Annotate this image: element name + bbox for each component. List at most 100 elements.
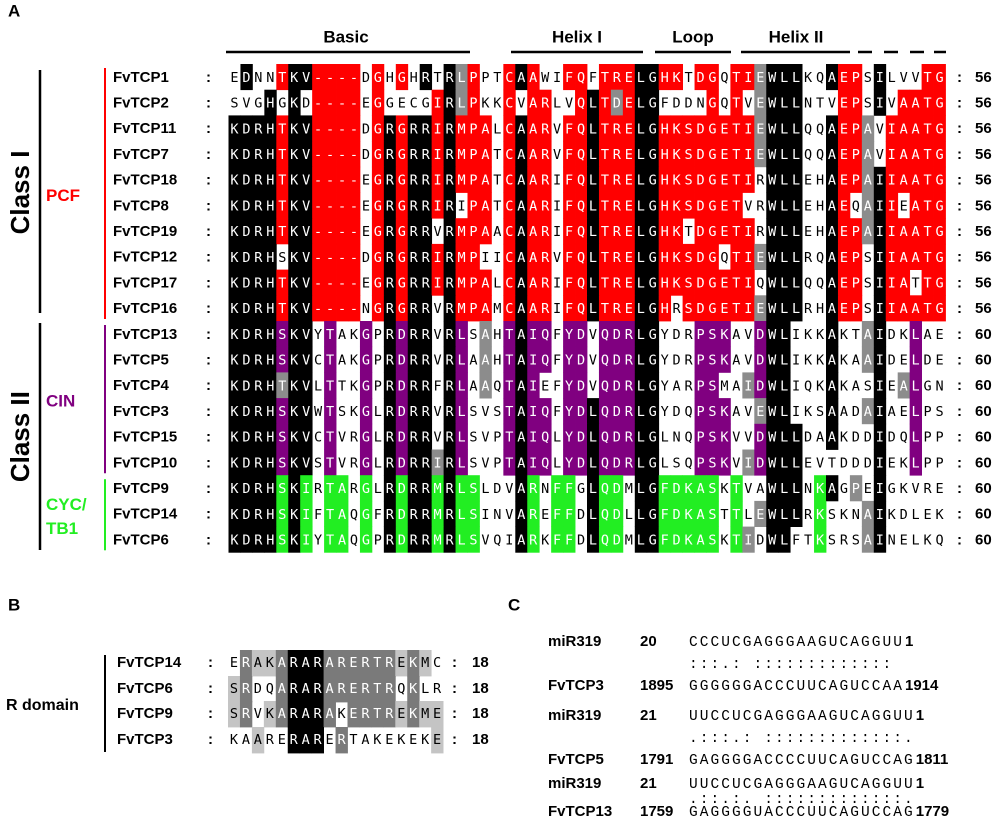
conservation-shade xyxy=(706,141,719,168)
conservation-shade xyxy=(299,650,313,677)
conservation-shade xyxy=(395,166,409,193)
conservation-shade xyxy=(610,141,624,168)
conservation-shade xyxy=(264,321,277,348)
conservation-shade xyxy=(778,423,791,450)
conservation-shade xyxy=(324,89,337,116)
conservation-shade xyxy=(407,475,421,502)
conservation-shade xyxy=(790,141,803,168)
conservation-shade xyxy=(515,423,528,450)
separator: : xyxy=(957,454,962,471)
conservation-shade xyxy=(730,269,743,296)
conservation-shade xyxy=(252,475,265,502)
conservation-shade xyxy=(455,372,468,399)
conservation-shade xyxy=(539,192,552,219)
conservation-shade xyxy=(299,701,313,728)
conservation-shade xyxy=(587,398,600,425)
conservation-shade xyxy=(275,676,289,703)
conservation-shade xyxy=(407,676,420,703)
conservation-shade xyxy=(658,192,672,219)
conservation-shade xyxy=(240,166,253,193)
conservation-shade xyxy=(324,64,337,91)
conservation-shade xyxy=(849,166,863,193)
conservation-shade xyxy=(383,115,397,142)
conservation-shade xyxy=(778,269,791,296)
conservation-shade xyxy=(455,449,468,476)
conservation-shade xyxy=(646,218,660,245)
conservation-shade xyxy=(347,650,360,677)
conservation-shade xyxy=(288,218,301,245)
conservation-shade xyxy=(467,269,480,296)
conservation-shade xyxy=(300,500,313,527)
conservation-shade xyxy=(694,475,707,502)
conservation-shade xyxy=(431,475,444,502)
conservation-shade xyxy=(240,218,253,245)
conservation-shade xyxy=(921,269,934,296)
conservation-shade xyxy=(383,192,397,219)
conservation-shade xyxy=(826,346,839,373)
conservation-shade xyxy=(634,423,648,450)
conservation-shade xyxy=(371,64,385,91)
conservation-shade xyxy=(300,372,313,399)
conservation-shade xyxy=(419,475,433,502)
sequence-name: FvTCP11 xyxy=(113,120,176,137)
conservation-shade xyxy=(407,141,421,168)
conservation-shade xyxy=(515,500,528,527)
conservation-shade xyxy=(288,295,301,322)
conservation-shade xyxy=(563,269,576,296)
conservation-shade xyxy=(885,115,899,142)
separator: : xyxy=(206,120,211,137)
conservation-shade xyxy=(790,166,803,193)
conservation-shade xyxy=(239,676,253,703)
conservation-shade xyxy=(682,166,695,193)
conservation-shade xyxy=(694,166,707,193)
conservation-shade xyxy=(706,475,719,502)
conservation-shade xyxy=(347,701,360,728)
conservation-shade xyxy=(383,398,397,425)
separator: : xyxy=(206,95,211,112)
pairing: .::.:. :::::::::::::. xyxy=(689,792,913,808)
conservation-shade xyxy=(873,269,887,296)
conservation-shade xyxy=(359,372,373,399)
conservation-shade xyxy=(455,269,468,296)
conservation-shade xyxy=(324,269,337,296)
conservation-shade xyxy=(778,141,791,168)
conservation-shade xyxy=(539,423,552,450)
conservation-shade xyxy=(563,321,576,348)
conservation-shade xyxy=(730,89,743,116)
conservation-shade xyxy=(634,192,648,219)
conservation-shade xyxy=(873,321,887,348)
conservation-shade xyxy=(407,243,421,270)
conservation-shade xyxy=(610,115,624,142)
conservation-shade xyxy=(503,166,516,193)
conservation-shade xyxy=(395,192,409,219)
conservation-shade xyxy=(312,192,325,219)
conservation-shade xyxy=(718,398,731,425)
conservation-shade xyxy=(347,676,360,703)
conservation-shade xyxy=(311,676,324,703)
conservation-shade xyxy=(742,449,755,476)
conservation-shade xyxy=(575,295,588,322)
conservation-shade xyxy=(479,115,492,142)
conservation-shade xyxy=(766,398,779,425)
conservation-shade xyxy=(515,295,528,322)
sequence-length: 56 xyxy=(975,69,992,86)
conservation-shade xyxy=(873,346,887,373)
conservation-shade xyxy=(670,500,683,527)
conservation-shade xyxy=(849,89,863,116)
conservation-shade xyxy=(682,192,695,219)
conservation-shade xyxy=(276,218,289,245)
conservation-shade xyxy=(240,192,253,219)
conservation-shade xyxy=(371,269,385,296)
conservation-shade xyxy=(383,269,397,296)
conservation-shade xyxy=(849,243,863,270)
conservation-shade xyxy=(694,218,707,245)
conservation-shade xyxy=(933,243,946,270)
conservation-shade xyxy=(527,64,540,91)
conservation-shade xyxy=(778,115,791,142)
conservation-shade xyxy=(682,475,695,502)
conservation-shade xyxy=(276,398,289,425)
